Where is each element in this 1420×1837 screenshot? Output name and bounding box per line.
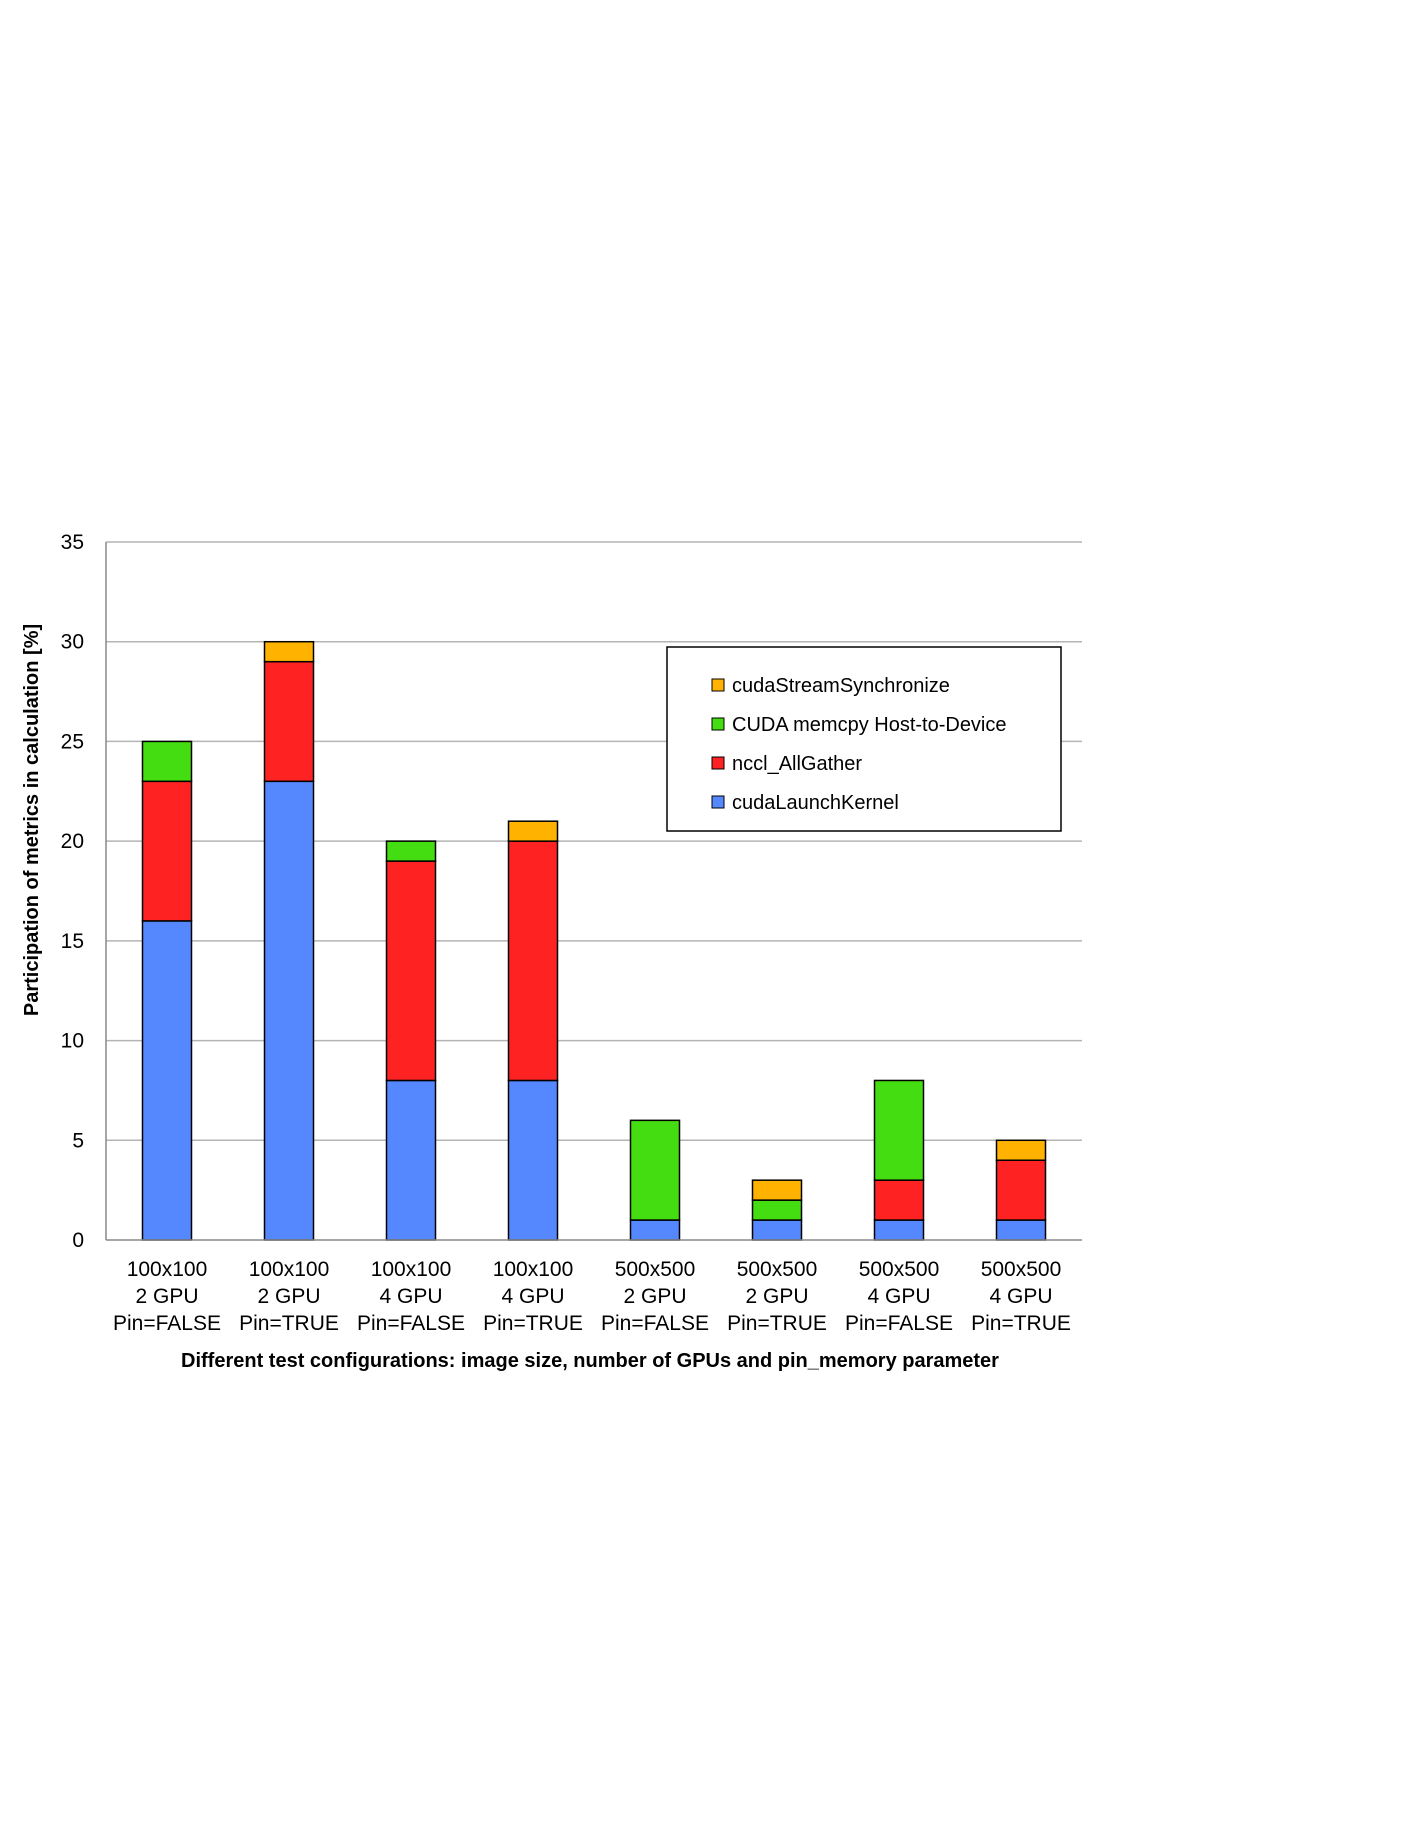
x-tick-label: 500x500: [615, 1258, 696, 1281]
legend-swatch: [711, 717, 725, 731]
gridlines: [106, 541, 1082, 1142]
x-tick-label: 100x100: [127, 1258, 208, 1281]
bar-segment: [873, 1179, 925, 1221]
y-tick-label: 30: [61, 631, 84, 654]
bar-segment: [507, 1079, 559, 1241]
bars: [141, 640, 1047, 1241]
y-axis-title: Participation of metrics in calculation …: [21, 624, 43, 1016]
x-tick-label: Pin=TRUE: [239, 1312, 339, 1335]
axes: [105, 542, 1082, 1241]
bar-segment: [141, 920, 193, 1241]
bar-segment: [995, 1159, 1047, 1221]
x-tick-label: 4 GPU: [379, 1285, 442, 1308]
legend-label: nccl_AllGather: [732, 753, 862, 775]
legend-swatch: [711, 756, 725, 770]
bar-segment: [751, 1219, 803, 1241]
x-tick-label: 4 GPU: [501, 1285, 564, 1308]
x-tick-label: Pin=FALSE: [601, 1312, 709, 1335]
x-tick-label: Pin=TRUE: [483, 1312, 583, 1335]
bar-segment: [385, 1079, 437, 1241]
y-tick-label: 5: [72, 1129, 84, 1152]
y-tick-label: 0: [72, 1229, 84, 1252]
bar-segment: [629, 1219, 681, 1241]
bar-segment: [263, 660, 315, 783]
bar-segment: [141, 780, 193, 922]
bar-segment: [751, 1179, 803, 1201]
legend-swatch: [711, 678, 725, 692]
x-tick-label: 500x500: [981, 1258, 1062, 1281]
bar-segment: [873, 1219, 925, 1241]
legend-label: cudaStreamSynchronize: [732, 675, 950, 697]
x-tick-label: 2 GPU: [623, 1285, 686, 1308]
bar-segment: [141, 740, 193, 783]
bar-segment: [751, 1199, 803, 1221]
bar-segment: [507, 840, 559, 1082]
y-tick-label: 25: [61, 730, 84, 753]
x-tick-label: 2 GPU: [135, 1285, 198, 1308]
x-tick-label: 2 GPU: [257, 1285, 320, 1308]
y-tick-label: 10: [61, 1030, 84, 1053]
legend-label: cudaLaunchKernel: [732, 792, 899, 814]
x-axis-ticks: 100x100 2 GPU Pin=FALSE 100x100 2 GPU Pin=TRU…: [113, 1258, 1071, 1335]
x-tick-label: 100x100: [249, 1258, 330, 1281]
x-tick-label: 4 GPU: [989, 1285, 1052, 1308]
legend-box: [666, 646, 1062, 832]
bar-segment: [995, 1219, 1047, 1241]
x-tick-label: Pin=FALSE: [845, 1312, 953, 1335]
x-tick-label: 100x100: [493, 1258, 574, 1281]
bar-segment: [263, 780, 315, 1241]
x-tick-label: 500x500: [737, 1258, 818, 1281]
x-tick-label: Pin=FALSE: [357, 1312, 465, 1335]
x-tick-label: 100x100: [371, 1258, 452, 1281]
x-axis-title: Different test configurations: image siz…: [181, 1350, 999, 1372]
y-tick-label: 35: [61, 531, 84, 554]
bar-segment: [507, 820, 559, 842]
bar-segment: [873, 1079, 925, 1181]
x-tick-label: 2 GPU: [745, 1285, 808, 1308]
x-tick-label: 4 GPU: [867, 1285, 930, 1308]
bar-segment: [385, 860, 437, 1082]
y-axis-ticks: 0 5 10 15 20 25 30 35: [61, 531, 84, 1252]
bar-segment: [385, 840, 437, 862]
y-tick-label: 15: [61, 930, 84, 953]
bar-segment: [629, 1119, 681, 1221]
bar-segment: [995, 1139, 1047, 1161]
x-tick-label: 500x500: [859, 1258, 940, 1281]
x-tick-label: Pin=TRUE: [971, 1312, 1071, 1335]
bar-segment: [263, 640, 315, 663]
legend-swatch: [711, 795, 725, 809]
legend-label: CUDA memcpy Host-to-Device: [732, 714, 1007, 736]
y-tick-label: 20: [61, 830, 84, 853]
x-tick-label: Pin=FALSE: [113, 1312, 221, 1335]
legend: cudaStreamSynchronize CUDA memcpy Host-to…: [666, 646, 1062, 832]
x-tick-label: Pin=TRUE: [727, 1312, 827, 1335]
